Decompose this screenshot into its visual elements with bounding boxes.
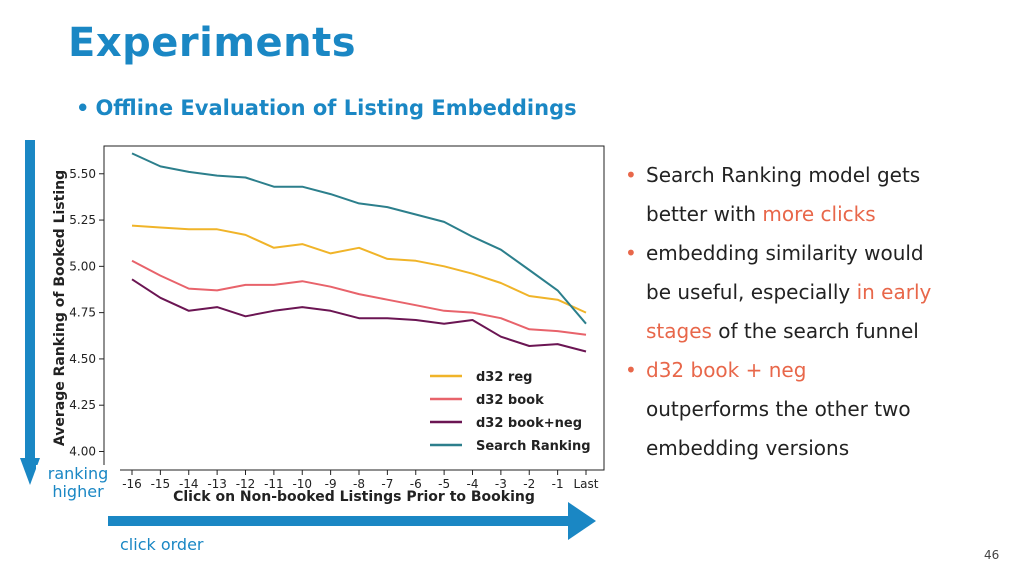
bullet-item: • embedding similarity would be useful, es… <box>622 234 1017 351</box>
page-number: 46 <box>984 548 1000 562</box>
y-axis-label: Average Ranking of Booked Listing <box>52 170 68 446</box>
y-tick-label: 5.50 <box>69 167 96 181</box>
bullet-line: outperforms the other two <box>646 390 1017 429</box>
ranking-label-line2: higher <box>52 482 104 501</box>
legend-label: Search Ranking <box>476 439 591 454</box>
bullet-line: stages of the search funnel <box>646 312 1017 351</box>
ranking-label-line1: ranking <box>47 464 109 483</box>
x-axis-label: Click on Non-booked Listings Prior to Bo… <box>173 489 535 505</box>
x-tick-label: -4 <box>467 477 479 491</box>
x-tick-label: -10 <box>292 477 312 491</box>
ranking-arrow-head <box>20 458 40 485</box>
x-tick-label: -1 <box>552 477 564 491</box>
x-tick-label: -5 <box>438 477 450 491</box>
x-tick-label: -13 <box>207 477 227 491</box>
y-tick-label: 5.25 <box>69 213 96 227</box>
bullet-dot: • <box>625 163 637 187</box>
legend-label: d32 book <box>476 393 544 408</box>
x-tick-label: -3 <box>495 477 507 491</box>
series-line-d32-book <box>131 259 587 336</box>
y-tick-label: 4.50 <box>69 352 96 366</box>
ranking-arrow <box>20 140 40 485</box>
series-line-search-ranking <box>131 152 587 325</box>
x-tick-label: -11 <box>264 477 284 491</box>
bullet-line: Search Ranking model gets <box>646 156 1017 195</box>
plot-frame <box>103 145 605 471</box>
bullet-text: Search Ranking model gets <box>646 163 921 187</box>
x-tick-label: -6 <box>410 477 422 491</box>
y-ticks: 4.00 4.25 4.50 4.75 5.00 5.25 5.50 <box>69 167 104 458</box>
bullet-line: d32 book + neg <box>646 351 1017 390</box>
subtitle-bullet: • <box>76 96 90 120</box>
bullet-dot: • <box>625 241 637 265</box>
line-chart: 4.004.254.504.755.005.255.50 -16 -15 -14 -1… <box>52 145 605 505</box>
y-tick-label: 4.75 <box>69 306 96 320</box>
legend-label: d32 reg <box>476 370 532 385</box>
subtitle: • Offline Evaluation of Listing Embedding… <box>76 96 577 120</box>
x-tick-label: -2 <box>523 477 535 491</box>
x-ticks: -16 -15 -14 -13 -12 -11 -10 -9 -8 -7 -6 -5 -4 -3 -2 -1 L… <box>122 470 599 491</box>
x-tick-label: -15 <box>151 477 171 491</box>
series-line-d32-book-neg <box>131 278 587 353</box>
subtitle-text: Offline Evaluation of Listing Embeddings <box>95 96 577 120</box>
click-arrow-head <box>568 502 596 540</box>
bullet-text: embedding versions <box>646 436 850 460</box>
bullet-text: outperforms the other two <box>646 397 911 421</box>
x-tick-label: -12 <box>236 477 256 491</box>
x-tick-label: -16 <box>122 477 142 491</box>
y-tick-label: 5.00 <box>69 259 96 273</box>
x-tick-label: Last <box>574 477 599 491</box>
bullet-line: be useful, especially in early <box>646 273 1017 312</box>
series-line-d32-reg <box>131 224 587 314</box>
click-arrow-shaft <box>108 516 570 526</box>
ranking-arrow-shaft <box>25 140 35 460</box>
page-title: Experiments <box>68 20 357 66</box>
legend-label: d32 book+neg <box>476 416 582 431</box>
x-tick-label: -9 <box>325 477 337 491</box>
highlight-text: in early <box>856 280 932 304</box>
highlight-text: d32 book + neg <box>646 358 807 382</box>
bullet-line: embedding versions <box>646 429 1017 468</box>
x-tick-label: -7 <box>381 477 393 491</box>
ranking-higher-label: ranking higher <box>36 465 120 501</box>
x-tick-label: -8 <box>353 477 365 491</box>
bullet-list: • Search Ranking model gets better with mo… <box>622 156 1017 468</box>
bullet-text: embedding similarity would <box>646 241 924 265</box>
click-order-label: click order <box>120 535 204 554</box>
x-tick-label: -14 <box>179 477 199 491</box>
legend: d32 reg d32 book d32 book+neg Search Rankin… <box>430 370 591 454</box>
series-lines <box>131 152 587 353</box>
bullet-text: of the search funnel <box>711 319 919 343</box>
bullet-line: better with more clicks <box>646 195 1017 234</box>
bullet-dot: • <box>625 358 637 382</box>
y-tick-label: 4.00 <box>69 444 96 458</box>
highlight-text: more clicks <box>762 202 876 226</box>
bullet-item: • d32 book + neg outperforms the other two… <box>622 351 1017 468</box>
bullet-text: be useful, especially <box>646 280 857 304</box>
bullet-item: • Search Ranking model gets better with mo… <box>622 156 1017 234</box>
y-tick-label: 4.25 <box>69 398 96 412</box>
highlight-text: stages <box>646 319 712 343</box>
bullet-text: better with <box>646 202 763 226</box>
bullet-line: embedding similarity would <box>646 234 1017 273</box>
click-order-arrow <box>108 502 596 540</box>
